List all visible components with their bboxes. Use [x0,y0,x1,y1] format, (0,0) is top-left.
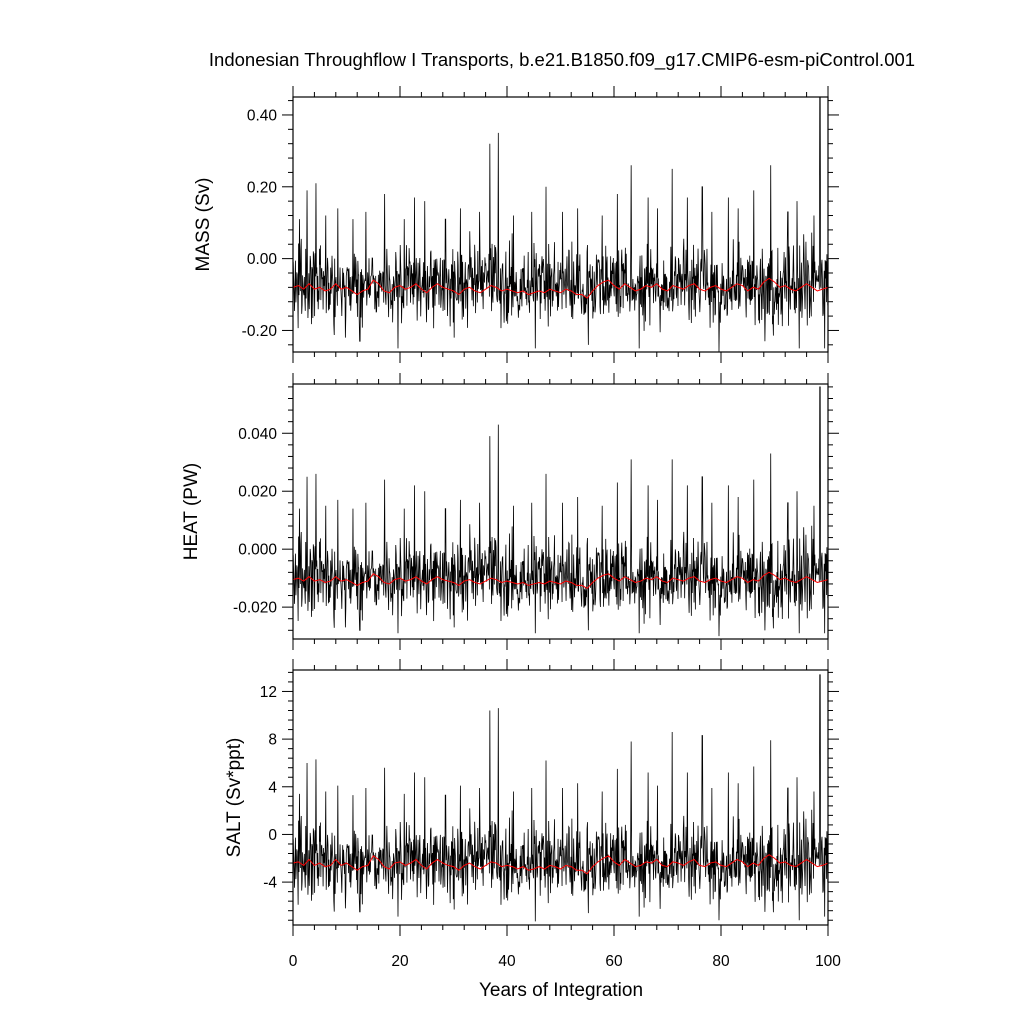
salt-series-group [292,674,829,922]
mass-y-tick-label: 0.20 [247,179,278,196]
x-tick-label: 40 [498,953,516,970]
x-tick-label: 20 [391,953,409,970]
heat-monthly-line [292,386,829,637]
mass-monthly-line [292,96,829,353]
x-axis-tick-labels: 0 20 40 60 80 100 [289,953,842,970]
heat-y-tick-label: 0.040 [238,426,277,443]
salt-monthly-line [292,674,829,922]
mass-running-mean-line [292,277,829,299]
salt-plot-frame [292,669,829,926]
salt-running-mean-line [292,854,829,875]
heat-y-tick-label: 0.020 [238,484,277,501]
salt-y-tick-label: 12 [260,684,277,701]
panel-heat: -0.020 0.000 0.020 0.040 HEAT (PW) [181,373,839,650]
x-tick-label: 80 [712,953,730,970]
salt-y-axis-label: SALT (Sv*ppt) [224,738,245,858]
salt-y-tick-label: 4 [268,779,277,796]
mass-y-axis-label: MASS (Sv) [193,178,214,272]
heat-y-tick-label: -0.020 [233,600,277,617]
heat-y-axis-label: HEAT (PW) [181,463,202,560]
salt-axis-ticks: -4 0 4 8 12 [260,659,839,936]
panel-mass: -0.20 0.00 0.20 0.40 MASS (Sv) [193,86,839,363]
x-tick-label: 100 [815,953,841,970]
mass-plot-frame [292,96,829,353]
heat-plot-frame [292,383,829,640]
heat-running-mean-line [292,571,829,589]
salt-y-tick-label: 0 [268,827,277,844]
x-tick-label: 0 [289,953,298,970]
panel-salt: -4 0 4 8 12 SALT (Sv*ppt) [224,659,839,936]
mass-axis-ticks: -0.20 0.00 0.20 0.40 [242,86,839,363]
mass-y-tick-label: 0.00 [247,251,278,268]
heat-series-group [292,386,829,637]
x-axis-label: Years of Integration [479,980,643,1001]
heat-y-tick-label: 0.000 [238,542,277,559]
mass-y-tick-label: 0.40 [247,107,278,124]
mass-y-tick-label: -0.20 [242,323,278,340]
x-tick-label: 60 [605,953,623,970]
salt-y-tick-label: 8 [268,732,277,749]
heat-axis-ticks: -0.020 0.000 0.020 0.040 [233,373,839,650]
mass-series-group [292,96,829,353]
salt-y-tick-label: -4 [263,875,277,892]
chart-title: Indonesian Throughflow I Transports, b.e… [209,49,915,71]
